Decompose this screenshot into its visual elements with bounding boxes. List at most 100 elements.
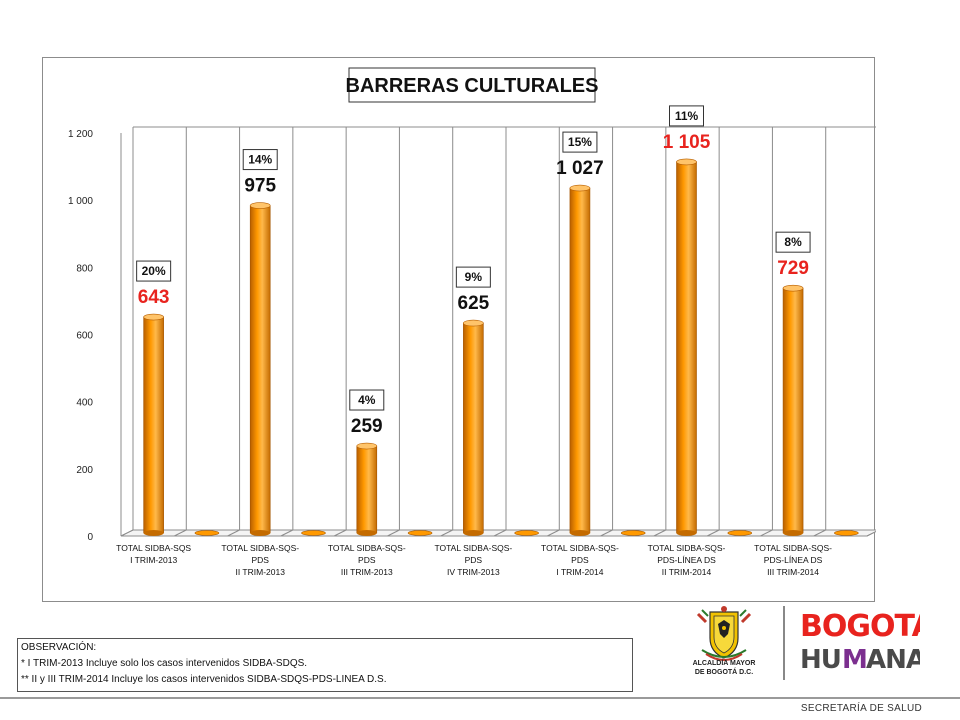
observation-line-2: ** II y III TRIM-2014 Incluye los casos …	[21, 674, 387, 685]
x-category-label: IV TRIM-2013	[447, 567, 500, 577]
bar-base	[569, 530, 590, 536]
bar-base	[676, 530, 697, 536]
y-tick-label: 400	[76, 398, 93, 409]
bar	[782, 287, 804, 534]
x-category-label: PDS	[571, 555, 589, 565]
x-category-label: TOTAL SIDBA-SQS-	[221, 543, 299, 553]
observation-line-1: * I TRIM-2013 Incluye solo los casos int…	[21, 658, 308, 669]
x-category-label: PDS	[358, 555, 376, 565]
grid-line-depth	[866, 530, 876, 537]
bar	[463, 322, 484, 534]
y-tick-label: 1 200	[68, 129, 93, 140]
bar-base	[356, 530, 377, 536]
logo-divider	[783, 606, 785, 680]
x-category-label: PDS	[251, 555, 269, 565]
percent-label: 15%	[568, 135, 592, 149]
x-category-label: III TRIM-2013	[341, 567, 393, 577]
bar-value-label: 1 105	[663, 132, 711, 153]
percent-label-box	[775, 231, 811, 253]
x-category-label: TOTAL SIDBA-SQS-	[541, 543, 619, 553]
bar	[356, 445, 378, 534]
bar-value-label: 259	[351, 416, 383, 437]
x-category-label: TOTAL SIDBA-SQS-	[434, 543, 512, 553]
grid-line-depth	[440, 529, 453, 537]
empty-slot-disc	[620, 530, 646, 536]
y-tick-label: 0	[87, 532, 93, 543]
bar-value-label: 1 027	[556, 158, 604, 179]
empty-slot-disc	[194, 530, 220, 536]
empty-slot-disc	[727, 530, 753, 536]
svg-text:BOGOTÁ: BOGOTÁ	[800, 608, 920, 644]
bar-top	[676, 158, 697, 166]
percent-label: 14%	[248, 153, 272, 167]
x-category-label: I TRIM-2013	[130, 555, 177, 565]
x-category-label: TOTAL SIDBA-SQS-	[648, 543, 726, 553]
percent-label: 4%	[358, 393, 376, 407]
x-category-label: II TRIM-2013	[235, 567, 285, 577]
percent-label: 9%	[465, 270, 483, 284]
x-category-label: II TRIM-2014	[662, 567, 712, 577]
percent-label: 8%	[784, 235, 802, 249]
bar-value-label: 625	[458, 293, 490, 314]
bar-value-label: 643	[138, 287, 170, 308]
y-tick-label: 200	[76, 465, 93, 476]
grid-line-depth	[547, 529, 560, 537]
grid-line-depth	[387, 529, 400, 537]
x-category-label: PDS	[465, 555, 483, 565]
grid-line-depth	[280, 529, 294, 537]
alcaldia-coat-of-arms-logo	[696, 606, 752, 661]
bar-top	[782, 284, 804, 292]
percent-label: 20%	[142, 264, 166, 278]
grid-line-depth	[706, 529, 720, 537]
bar-value-label: 729	[777, 258, 809, 279]
bar-base	[783, 530, 804, 536]
grid-line-depth	[333, 529, 347, 537]
percent-label-box	[242, 149, 278, 171]
chart-frame: 0 200 400 600 800 1 000 1 200 643 20% TOTAL SIDBA…	[42, 57, 876, 602]
svg-text:HU: HU	[800, 645, 841, 675]
x-category-label: TOTAL SIDBA-SQS	[116, 543, 191, 553]
chart-title-box	[348, 67, 596, 103]
bar	[676, 161, 697, 534]
bar-top	[463, 319, 484, 327]
footer-label: SECRETARÍA DE SALUD	[800, 703, 922, 714]
y-tick-label: 1 000	[68, 196, 93, 207]
percent-label-box	[136, 260, 172, 282]
bar-value-label: 975	[244, 176, 276, 197]
x-category-label: I TRIM-2014	[556, 567, 603, 577]
percent-label-box	[562, 131, 598, 153]
empty-slot-disc	[514, 530, 539, 536]
footer-divider	[0, 697, 960, 699]
percent-label-box	[349, 389, 385, 411]
y-tick-label: 800	[76, 263, 93, 274]
x-category-label: III TRIM-2014	[767, 567, 819, 577]
empty-slot-disc	[301, 530, 326, 536]
observation-box: OBSERVACIÓN: * I TRIM-2013 Incluye solo …	[17, 638, 633, 692]
bar-top	[143, 313, 164, 321]
x-category-label: PDS-LÍNEA DS	[657, 555, 716, 565]
empty-slot-disc	[834, 530, 859, 536]
grid-line-depth	[813, 529, 826, 537]
percent-label-box	[455, 266, 491, 288]
svg-text:M: M	[842, 645, 867, 675]
bar	[249, 205, 271, 534]
chart-title: BARRERAS CULTURALES	[346, 75, 599, 97]
alcaldia-name-line-2: DE BOGOTÁ D.C.	[694, 669, 754, 676]
bar-base	[250, 530, 271, 536]
empty-slot-disc	[407, 530, 433, 536]
bar-top	[249, 202, 271, 209]
svg-text:ANA: ANA	[866, 645, 920, 675]
grid-line-depth	[653, 529, 667, 537]
bar-base	[143, 530, 164, 536]
bar-base	[463, 530, 484, 536]
bar-chart: 0 200 400 600 800 1 000 1 200 643 20% TOTAL SIDBA…	[68, 67, 876, 577]
y-tick-label: 600	[76, 331, 93, 342]
grid-line-depth	[760, 529, 773, 537]
bogota-humana-logo: BOGOTÁ HU M ANA	[800, 608, 920, 675]
bar	[569, 187, 591, 534]
grid-line-depth	[493, 529, 507, 537]
bar-top	[569, 184, 591, 192]
alcaldia-name-line-1: ALCALDÍA MAYOR	[692, 660, 756, 667]
percent-label-box	[669, 105, 704, 127]
x-category-label: TOTAL SIDBA-SQS-	[754, 543, 832, 553]
